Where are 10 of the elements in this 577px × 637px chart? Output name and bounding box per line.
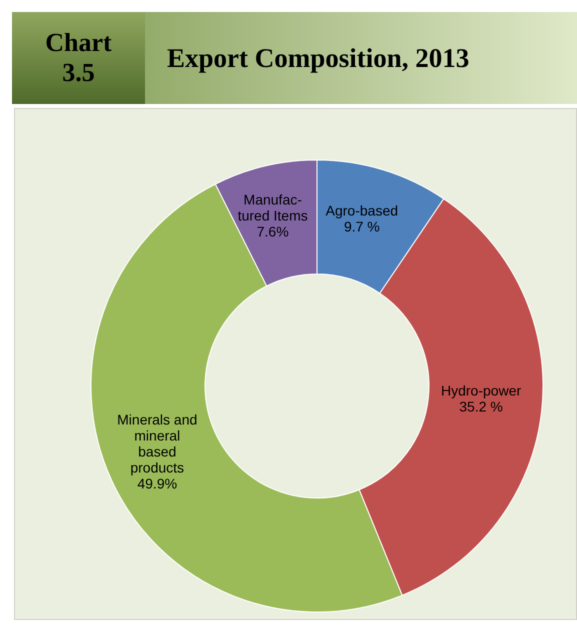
data-label: 7.6% [256, 224, 289, 240]
data-label: 49.9% [137, 475, 178, 492]
caption: Chart 3.5 [44, 28, 113, 88]
slice-label: Minerals and mineral based products [117, 411, 198, 476]
slice-label: Hydro-power [441, 382, 522, 399]
data-label: 9.7 % [344, 218, 380, 234]
chart-title: Export Composition, 2013 [145, 12, 577, 104]
slice-label: Manufac-tured Items [238, 192, 308, 224]
data-label: 35.2 % [459, 398, 503, 415]
slice-label: Agro-based [326, 202, 398, 218]
